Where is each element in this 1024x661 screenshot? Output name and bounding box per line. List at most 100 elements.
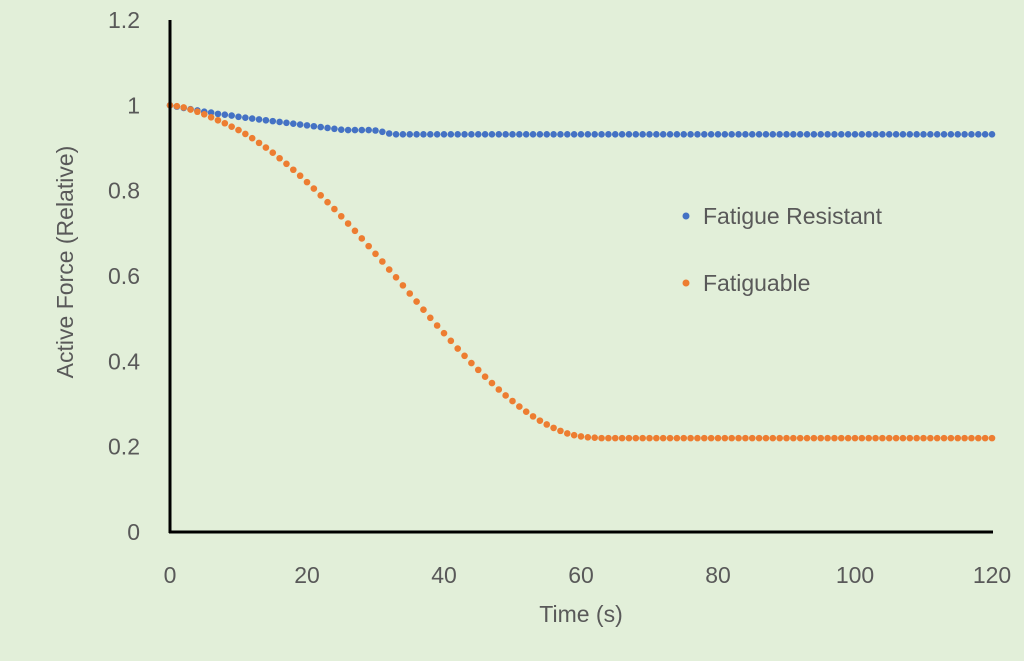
data-point (536, 131, 544, 138)
data-point (255, 116, 263, 123)
data-point (358, 126, 366, 134)
data-point (659, 131, 667, 138)
data-point (433, 322, 441, 329)
data-point (817, 131, 825, 138)
y-tick-label: 0 (127, 519, 140, 545)
data-point (598, 434, 605, 442)
data-point (762, 131, 770, 138)
data-point (721, 131, 729, 138)
data-point (694, 434, 701, 442)
series-fatigue-resistant (166, 102, 996, 138)
data-point (351, 227, 359, 235)
data-point (543, 131, 551, 138)
data-point (769, 131, 777, 138)
data-point (481, 373, 489, 380)
data-point (550, 131, 557, 138)
data-point (796, 434, 804, 442)
data-point (194, 108, 201, 116)
data-point (454, 345, 462, 352)
data-point (447, 337, 455, 345)
data-point (748, 434, 756, 442)
data-point (413, 298, 420, 305)
data-point (838, 131, 845, 138)
data-point (598, 131, 605, 138)
data-point (851, 434, 859, 442)
y-tick-label: 1 (127, 92, 140, 118)
data-point (872, 131, 879, 138)
series-fatiguable (166, 102, 996, 442)
data-point (255, 139, 263, 147)
data-point (810, 131, 818, 138)
data-point (207, 109, 215, 116)
x-tick-label: 40 (431, 562, 457, 588)
data-point (262, 116, 270, 124)
data-point (269, 117, 277, 125)
data-point (337, 212, 345, 220)
data-point (611, 434, 619, 442)
data-point (543, 421, 551, 428)
data-point (776, 434, 783, 442)
data-point (440, 131, 448, 138)
data-point (522, 408, 530, 415)
x-tick-label: 100 (836, 562, 874, 588)
data-point (392, 273, 400, 281)
data-point (694, 131, 701, 138)
data-point (385, 266, 393, 273)
data-point (392, 131, 400, 138)
data-point (310, 185, 318, 192)
data-point (947, 434, 955, 442)
data-point (570, 131, 578, 138)
data-point (748, 131, 756, 138)
x-tick-label: 80 (705, 562, 731, 588)
data-point (687, 434, 694, 442)
data-point (303, 122, 311, 129)
x-tick-label: 60 (568, 562, 594, 588)
data-point (296, 172, 304, 180)
data-point (728, 131, 735, 138)
data-point (701, 434, 708, 442)
data-point (248, 134, 256, 142)
data-point (584, 131, 592, 138)
data-point (721, 434, 729, 442)
data-point (680, 434, 688, 442)
data-point (755, 434, 763, 442)
data-point (940, 434, 948, 442)
data-point (755, 131, 763, 138)
data-point (885, 131, 893, 138)
data-point (290, 120, 297, 127)
data-point (296, 121, 304, 128)
data-point (242, 130, 249, 138)
data-point (885, 434, 893, 442)
data-point (933, 434, 941, 442)
data-point (680, 131, 688, 138)
data-point (605, 434, 612, 442)
data-point (481, 131, 489, 138)
data-point (707, 131, 715, 138)
data-point (207, 113, 215, 121)
data-point (769, 434, 777, 442)
data-point (954, 434, 962, 442)
data-point (817, 434, 825, 442)
data-point (440, 329, 448, 337)
data-point (981, 131, 989, 138)
data-point (618, 434, 626, 442)
data-point (742, 131, 749, 138)
data-point (659, 434, 667, 442)
data-point (591, 434, 598, 442)
data-point (899, 131, 907, 138)
data-point (831, 434, 838, 442)
data-point (522, 131, 530, 138)
data-point (714, 434, 722, 442)
data-point (461, 352, 468, 360)
data-point (337, 126, 345, 133)
data-point (892, 131, 900, 138)
data-point (646, 131, 653, 138)
data-point (413, 131, 420, 138)
data-point (454, 131, 462, 138)
y-tick-label: 1.2 (108, 7, 140, 33)
data-point (214, 116, 222, 124)
data-point (577, 433, 585, 440)
data-point (570, 431, 578, 439)
data-point (872, 434, 879, 442)
data-point (714, 131, 722, 138)
